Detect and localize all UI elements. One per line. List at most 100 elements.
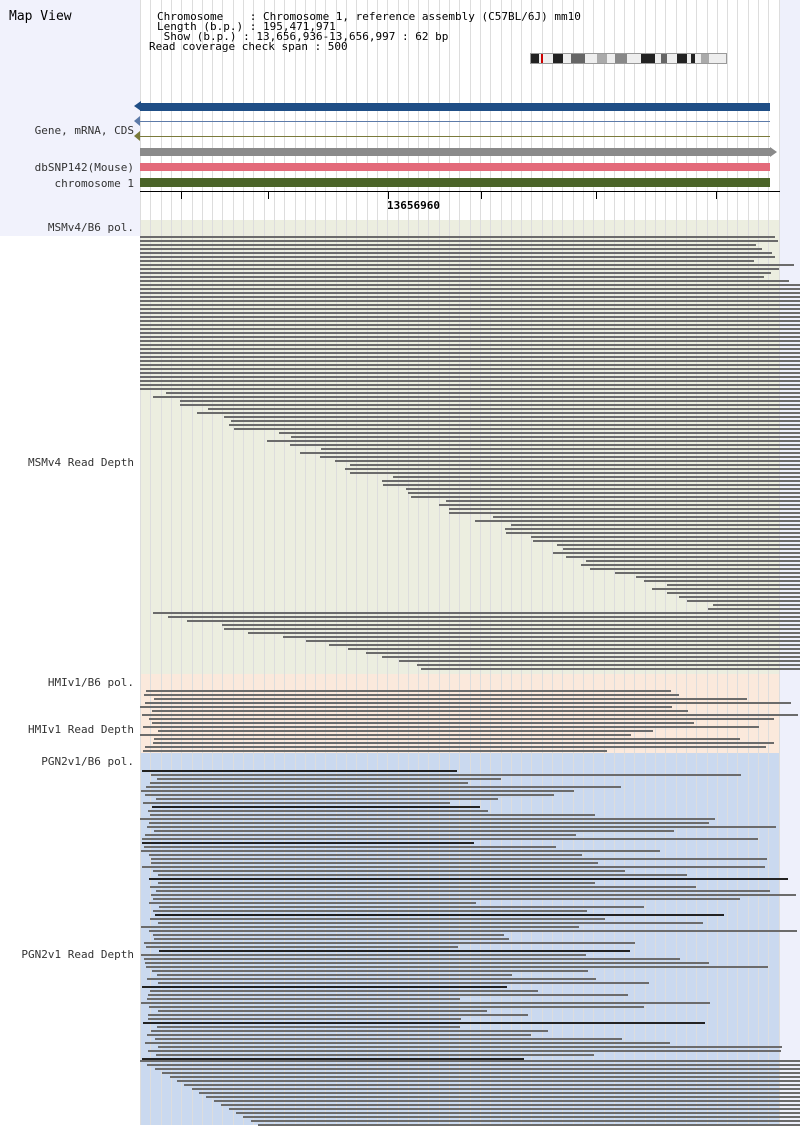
read-line — [581, 564, 800, 566]
read-line — [154, 738, 740, 740]
read-line — [140, 328, 800, 330]
cds-line[interactable] — [140, 136, 770, 137]
read-line — [208, 408, 800, 410]
read-line — [140, 352, 800, 354]
read-line — [148, 1018, 461, 1020]
read-line — [222, 624, 800, 626]
grid-line — [696, 0, 697, 1125]
read-line — [145, 702, 791, 704]
read-line — [140, 236, 775, 238]
read-line — [140, 360, 800, 362]
read-line — [224, 416, 800, 418]
read-line — [149, 718, 774, 720]
read-line — [140, 324, 800, 326]
read-line — [140, 308, 800, 310]
read-line — [615, 572, 800, 574]
read-line — [140, 276, 764, 278]
read-line — [147, 1034, 531, 1036]
read-line — [267, 440, 800, 442]
read-line — [140, 288, 800, 290]
grid-line — [150, 0, 151, 1125]
mrna-left-arrow-icon — [134, 116, 140, 126]
transcript-bar[interactable] — [140, 148, 770, 156]
read-line — [151, 1030, 548, 1032]
read-line — [449, 508, 800, 510]
read-line — [140, 364, 800, 366]
read-line — [140, 316, 800, 318]
chromosome-ideogram[interactable] — [530, 53, 727, 64]
read-line — [366, 652, 800, 654]
read-line — [153, 870, 625, 872]
grid-line — [604, 0, 605, 1125]
read-line — [153, 910, 587, 912]
grid-line — [737, 0, 738, 1125]
info-show-range: Show (b.p.) : 13,656,936-13,656,997 : 62… — [157, 30, 449, 43]
read-line — [140, 818, 715, 820]
grid-line — [542, 0, 543, 1125]
read-line — [229, 424, 800, 426]
grid-line — [346, 0, 347, 1125]
read-line — [158, 882, 595, 884]
read-line — [140, 260, 754, 262]
grid-line — [243, 0, 244, 1125]
map-view-title: Map View — [9, 9, 72, 24]
read-line — [531, 536, 800, 538]
mrna-line[interactable] — [140, 121, 770, 122]
ruler-position-label: 13656960 — [387, 199, 440, 212]
grid-line — [387, 0, 388, 1125]
snp-bar[interactable] — [140, 163, 770, 171]
read-line — [153, 742, 774, 744]
read-line — [143, 750, 607, 752]
read-line — [140, 244, 756, 246]
grid-line — [655, 0, 656, 1125]
read-line — [636, 576, 800, 578]
read-line — [345, 468, 800, 470]
read-line — [140, 376, 800, 378]
read-line — [156, 1054, 594, 1056]
read-line — [393, 476, 800, 478]
info-length: Length (b.p.) : 195,471,971 — [157, 20, 336, 33]
grid-line — [665, 0, 666, 1125]
read-line — [143, 726, 759, 728]
read-line — [177, 1080, 800, 1082]
grid-line — [758, 0, 759, 1125]
read-line — [154, 938, 509, 940]
read-line — [140, 344, 800, 346]
read-line — [321, 448, 800, 450]
gene-bar[interactable] — [140, 103, 770, 111]
read-line — [382, 480, 800, 482]
grid-line — [336, 0, 337, 1125]
read-line — [147, 826, 776, 828]
read-line — [290, 444, 800, 446]
grid-line — [295, 0, 296, 1125]
read-line — [140, 296, 800, 298]
read-line — [144, 958, 680, 960]
read-line — [335, 460, 800, 462]
read-line — [140, 304, 800, 306]
read-line — [157, 778, 501, 780]
read-line — [150, 782, 468, 784]
grid-line — [428, 0, 429, 1125]
read-line — [140, 284, 800, 286]
read-line — [143, 1022, 705, 1024]
read-line — [144, 694, 679, 696]
read-line — [184, 1084, 800, 1086]
read-line — [140, 336, 800, 338]
read-line — [153, 612, 800, 614]
chromosome-bar[interactable] — [140, 178, 770, 187]
left-panel — [0, 0, 140, 236]
read-line — [153, 934, 504, 936]
read-line — [144, 846, 556, 848]
track-label-chromosome: chromosome 1 — [54, 177, 134, 190]
read-line — [153, 396, 800, 398]
read-line — [667, 592, 800, 594]
read-line — [149, 822, 709, 824]
read-line — [148, 1014, 528, 1016]
read-line — [152, 806, 480, 808]
grid-line — [449, 0, 450, 1125]
read-line — [140, 348, 800, 350]
grid-line — [707, 0, 708, 1125]
read-line — [140, 384, 800, 386]
grid-line — [222, 0, 223, 1125]
grid-line — [676, 0, 677, 1125]
